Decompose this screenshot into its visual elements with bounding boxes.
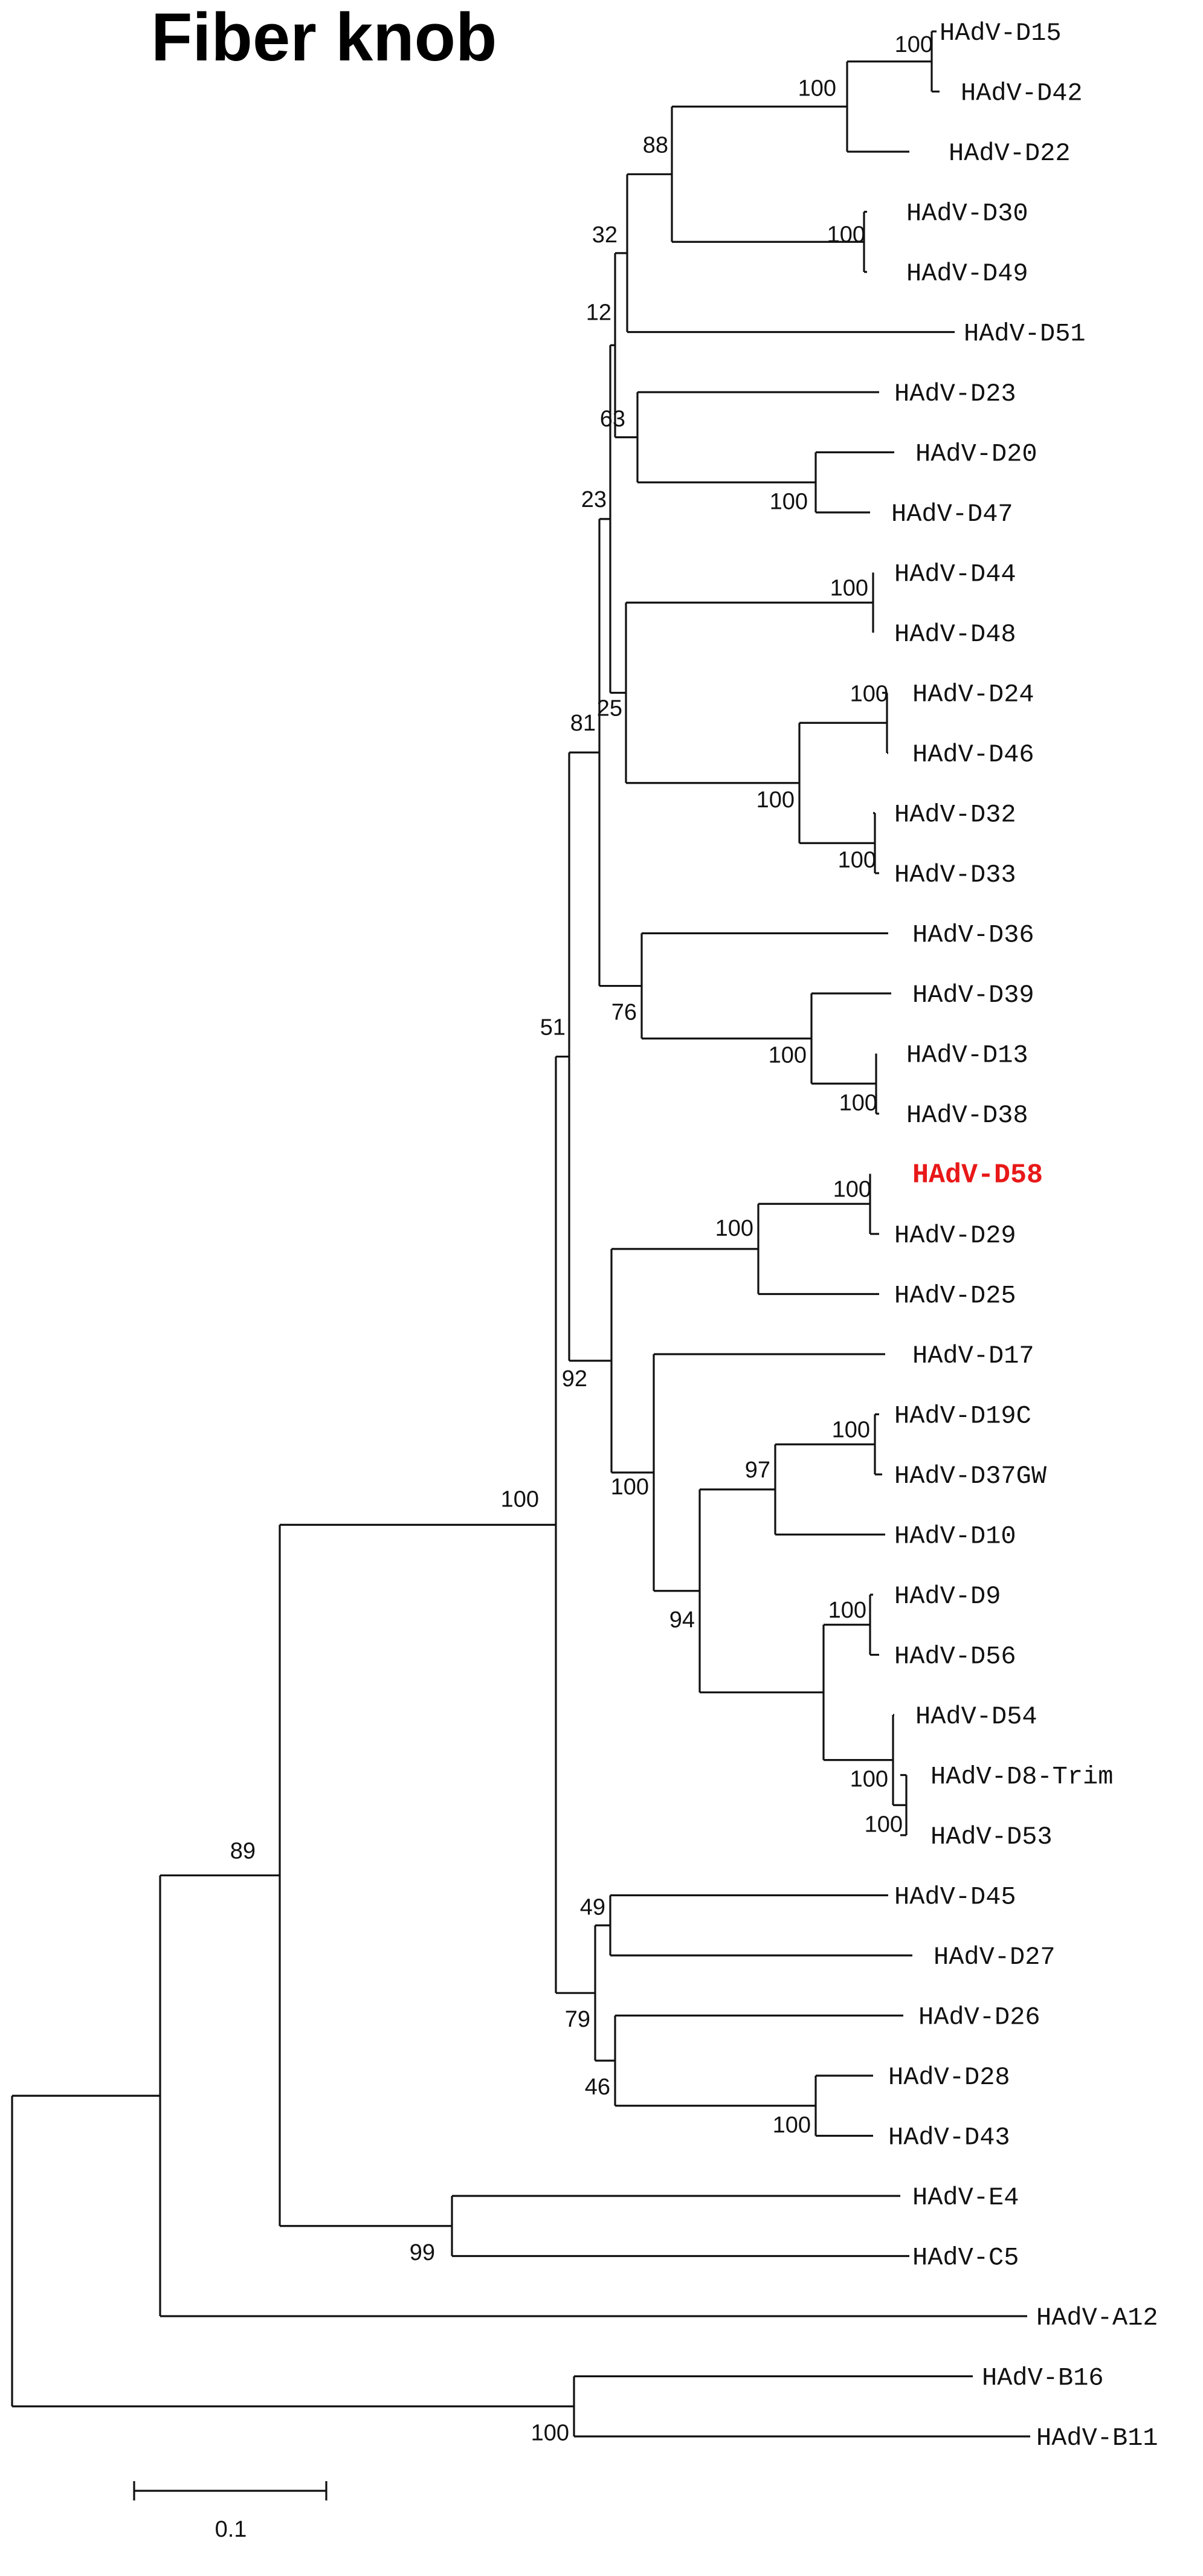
taxon-label: HAdV-D33 [894,860,1016,889]
support-value: 100 [827,222,865,247]
taxon-label: HAdV-D37GW [894,1462,1047,1491]
support-value: 25 [597,696,622,721]
support-value: 100 [850,681,888,706]
support-value: 94 [669,1607,695,1633]
taxon-label: HAdV-D26 [918,2003,1040,2032]
taxon-label: HAdV-D10 [894,1522,1016,1551]
taxon-label: HAdV-E4 [912,2183,1019,2212]
support-value: 100 [798,76,836,101]
support-value: 32 [592,222,618,248]
support-value: 79 [565,2007,590,2032]
taxon-label: HAdV-D15 [940,19,1062,48]
support-value: 100 [838,847,876,873]
support-value: 89 [230,1839,256,1864]
taxon-label: HAdV-D45 [894,1883,1016,1912]
support-value: 100 [895,32,933,57]
support-value: 100 [828,1598,866,1623]
support-value: 100 [770,489,808,514]
support-value: 76 [611,1000,637,1025]
support-value: 100 [531,2420,569,2445]
taxon-label: HAdV-D46 [912,740,1034,769]
support-value: 88 [643,132,668,158]
support-value: 81 [570,711,596,736]
support-value: 100 [501,1487,539,1512]
taxon-label: HAdV-D58 [912,1160,1043,1191]
taxon-label: HAdV-D42 [961,79,1083,108]
taxon-label: HAdV-D9 [894,1582,1001,1611]
taxon-label: HAdV-D39 [912,981,1034,1010]
taxon-label: HAdV-D47 [891,500,1013,529]
taxon-label: HAdV-D30 [906,199,1028,228]
taxon-label: HAdV-D20 [915,440,1037,469]
support-value: 12 [586,300,611,325]
taxon-label: HAdV-D13 [906,1041,1028,1070]
taxon-label: HAdV-A12 [1036,2303,1158,2332]
support-value: 100 [850,1767,888,1792]
support-value: 99 [410,2240,435,2265]
taxon-label: HAdV-D49 [906,259,1028,288]
support-value: 100 [773,2113,811,2138]
support-value: 100 [769,1043,807,1068]
taxon-label: HAdV-D17 [912,1341,1034,1370]
scale-bar: 0.1 [133,2481,327,2542]
support-value: 100 [839,1090,877,1115]
taxon-label: HAdV-D22 [949,139,1071,168]
taxon-label: HAdV-D51 [964,320,1086,349]
support-value: 100 [715,1216,753,1241]
taxon-label: HAdV-D32 [894,801,1016,830]
taxon-label: HAdV-D54 [915,1702,1037,1731]
support-value: 100 [611,1474,649,1500]
taxon-label: HAdV-D44 [894,560,1016,589]
taxon-label: HAdV-D38 [906,1101,1028,1130]
support-value: 92 [562,1366,587,1392]
taxon-label: HAdV-D24 [912,680,1034,709]
taxon-label: HAdV-D56 [894,1642,1016,1671]
taxon-label: HAdV-D23 [894,379,1016,408]
support-value: 63 [600,407,625,432]
taxon-label: HAdV-D8-Trim [930,1763,1113,1792]
taxon-labels: HAdV-D15 HAdV-D42 HAdV-D22 HAdV-D30 HAdV-D49… [888,19,1158,2453]
support-value: 51 [540,1015,566,1041]
support-value: 100 [833,1177,871,1202]
taxon-label: HAdV-D29 [894,1221,1016,1250]
taxon-label: HAdV-C5 [912,2244,1019,2273]
taxon-label: HAdV-D53 [930,1822,1053,1851]
taxon-label: HAdV-B16 [982,2364,1104,2393]
support-value: 97 [745,1457,770,1483]
taxon-label: HAdV-D25 [894,1282,1016,1311]
taxon-label: HAdV-D36 [912,921,1034,950]
support-value: 23 [581,487,607,512]
support-value: 100 [865,1812,903,1837]
taxon-label: HAdV-D28 [888,2063,1010,2092]
taxon-label: HAdV-B11 [1036,2424,1158,2453]
taxon-label: HAdV-D43 [888,2123,1010,2152]
figure-title: Fiber knob [151,0,497,75]
tree-branches [11,30,1030,2438]
support-value: 100 [830,575,868,601]
support-value: 49 [580,1894,605,1920]
scale-bar-label: 0.1 [215,2517,247,2542]
taxon-label: HAdV-D19C [894,1402,1031,1431]
support-value: 100 [756,787,795,813]
taxon-label: HAdV-D48 [894,620,1016,649]
support-value: 46 [585,2074,610,2100]
support-value: 100 [832,1417,870,1442]
taxon-label: HAdV-D27 [934,1943,1056,1972]
